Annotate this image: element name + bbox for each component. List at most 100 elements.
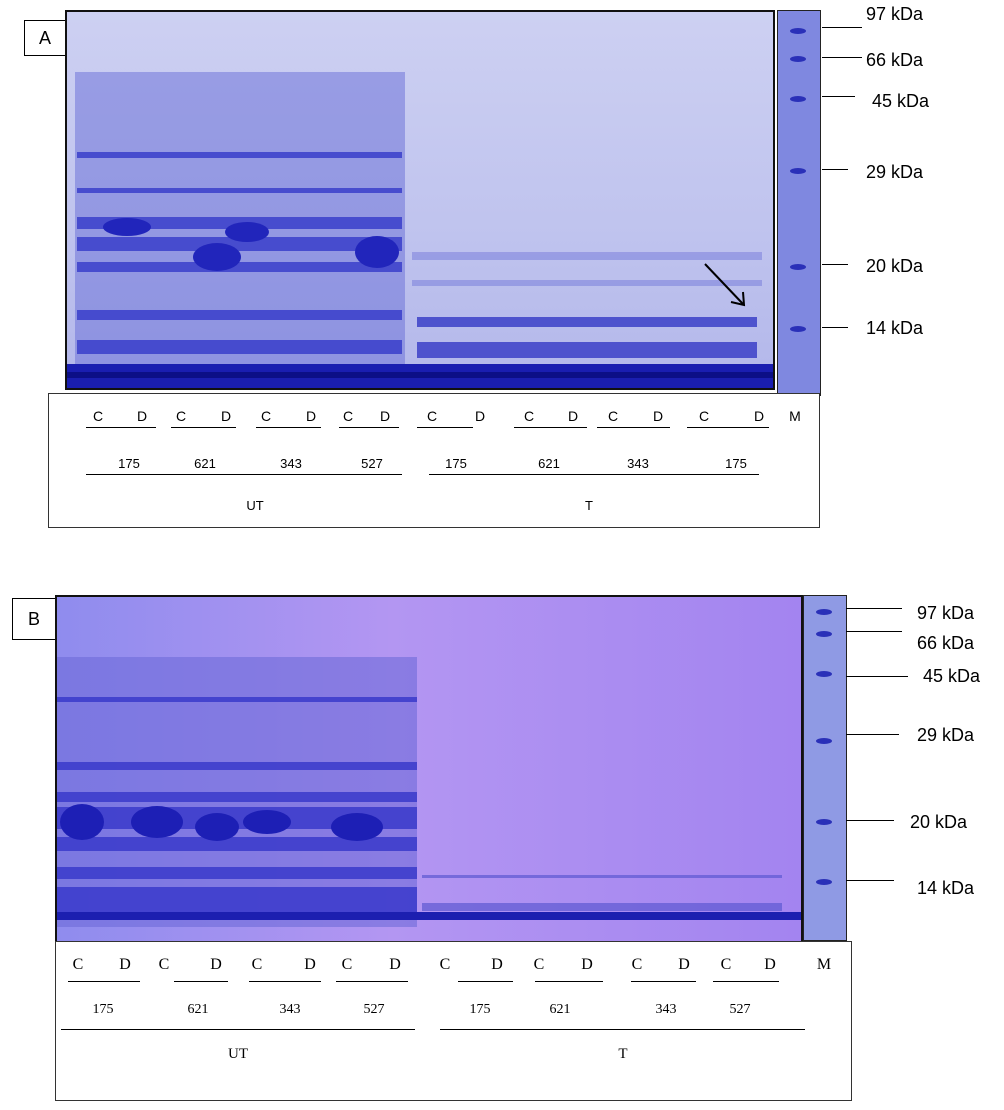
lane-letter: C: [631, 956, 643, 973]
pair-underline: [535, 981, 603, 982]
gel-image-a: [65, 10, 775, 390]
gel-b-bands: [57, 597, 801, 941]
marker-ladder-a: [777, 10, 821, 396]
lane-letter: D: [210, 956, 222, 973]
marker-ladder-b: [803, 595, 847, 941]
lane-letter: D: [581, 956, 593, 973]
marker-label-45-b: 45 kDa: [923, 666, 981, 686]
marker-line-45-b: [846, 676, 908, 677]
marker-label-29-b: 29 kDa: [917, 725, 975, 745]
pair-underline: [631, 981, 696, 982]
gel-image-b: [55, 595, 803, 943]
ladder-label: M: [816, 956, 832, 973]
lane-letter: D: [567, 408, 579, 424]
lane-letter: D: [305, 408, 317, 424]
marker-line-20-b: [846, 820, 894, 821]
pair-underline: [597, 427, 670, 428]
pair-underline: [339, 427, 399, 428]
marker-line-14-a: [822, 327, 848, 328]
lane-letter: C: [533, 956, 545, 973]
strain-label: 175: [725, 456, 747, 471]
panel-a-label: A: [24, 20, 66, 56]
group-label-t: T: [618, 1046, 628, 1062]
gel-a-bands: [67, 12, 773, 388]
lane-letter: D: [136, 408, 148, 424]
strain-label: 343: [655, 1002, 677, 1017]
pair-underline: [174, 981, 228, 982]
marker-label-66-a: 66 kDa: [866, 50, 924, 70]
lane-letter: D: [389, 956, 401, 973]
lane-letter: C: [698, 408, 710, 424]
lane-letter: D: [304, 956, 316, 973]
strain-label: 527: [361, 456, 383, 471]
group-underline-t: [429, 474, 759, 475]
panel-b-label: B: [12, 598, 56, 640]
strain-label: 621: [187, 1002, 209, 1017]
pair-underline: [86, 427, 156, 428]
lane-letter: C: [439, 956, 451, 973]
pair-underline: [336, 981, 408, 982]
lane-letter: D: [652, 408, 664, 424]
lane-letter: C: [426, 408, 438, 424]
marker-line-97-a: [822, 27, 862, 28]
strain-label: 175: [118, 456, 140, 471]
lane-letter: D: [379, 408, 391, 424]
strain-label: 175: [92, 1002, 114, 1017]
marker-line-20-a: [822, 264, 848, 265]
marker-label-29-a: 29 kDa: [866, 162, 924, 182]
marker-label-45-a: 45 kDa: [872, 91, 930, 111]
pair-underline: [417, 427, 473, 428]
lane-letter: D: [491, 956, 503, 973]
strain-label: 343: [279, 1002, 301, 1017]
marker-line-29-b: [846, 734, 899, 735]
group-label-t: T: [585, 498, 593, 513]
lane-letter: C: [175, 408, 187, 424]
group-label-ut: UT: [246, 498, 264, 513]
group-underline-t: [440, 1029, 805, 1030]
strain-label: 175: [469, 1002, 491, 1017]
marker-line-45-a: [822, 96, 855, 97]
ladder-label: M: [789, 408, 801, 424]
lane-letter: C: [720, 956, 732, 973]
lane-letter: D: [678, 956, 690, 973]
group-label-ut: UT: [228, 1046, 248, 1062]
marker-label-20-a: 20 kDa: [866, 256, 924, 276]
marker-label-66-b: 66 kDa: [917, 633, 975, 653]
strain-label: 527: [363, 1002, 385, 1017]
lane-letter: D: [220, 408, 232, 424]
lane-letter: D: [119, 956, 131, 973]
lane-letter: C: [72, 956, 84, 973]
marker-label-97-b: 97 kDa: [917, 603, 975, 623]
pair-underline: [249, 981, 321, 982]
lane-letter: C: [342, 408, 354, 424]
lane-letter: C: [260, 408, 272, 424]
group-underline-ut: [86, 474, 402, 475]
strain-label: 175: [445, 456, 467, 471]
strain-label: 621: [194, 456, 216, 471]
marker-line-14-b: [846, 880, 894, 881]
marker-line-66-a: [822, 57, 862, 58]
pair-underline: [458, 981, 513, 982]
marker-label-20-b: 20 kDa: [910, 812, 968, 832]
group-underline-ut: [61, 1029, 415, 1030]
lane-letter: C: [158, 956, 170, 973]
strain-label: 621: [538, 456, 560, 471]
lane-letter: D: [764, 956, 776, 973]
marker-line-29-a: [822, 169, 848, 170]
pair-underline: [514, 427, 587, 428]
lane-letter: C: [251, 956, 263, 973]
lane-legend-a: C D C D C D C D C D C D C D C D M 175 62…: [48, 393, 820, 528]
pair-underline: [68, 981, 140, 982]
pair-underline: [171, 427, 236, 428]
lane-letter: C: [341, 956, 353, 973]
pair-underline: [713, 981, 779, 982]
strain-label: 621: [549, 1002, 571, 1017]
lane-legend-b: C D C D C D C D C D C D C D C D M 175 62…: [55, 941, 852, 1101]
lane-letter: C: [523, 408, 535, 424]
marker-line-66-b: [846, 631, 902, 632]
strain-label: 343: [627, 456, 649, 471]
strain-label: 343: [280, 456, 302, 471]
lane-letter: D: [753, 408, 765, 424]
marker-label-14-a: 14 kDa: [866, 318, 924, 338]
pair-underline: [256, 427, 321, 428]
